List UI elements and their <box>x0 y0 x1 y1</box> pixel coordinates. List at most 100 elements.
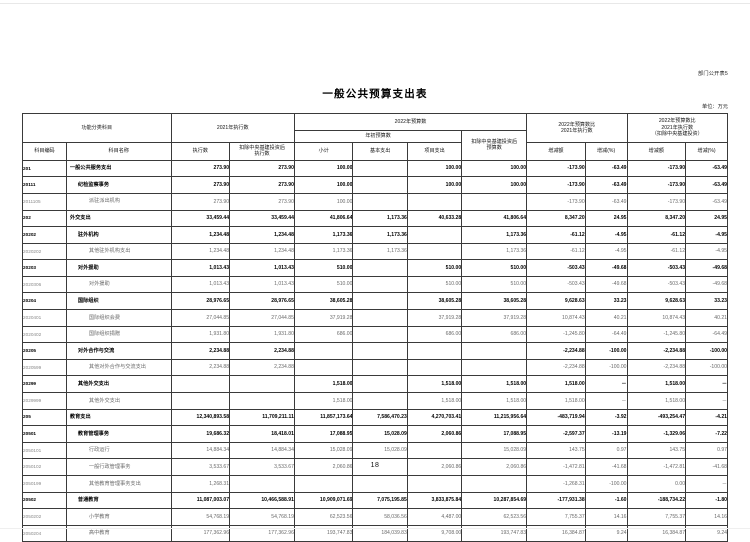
cell-diff1: -61.12 <box>526 226 586 244</box>
cell-diff2: 10,874.43 <box>626 309 687 327</box>
cell-subtotal <box>293 475 354 493</box>
cell-diff1: -173.90 <box>526 176 586 194</box>
cell-project: 4,270,703.41 <box>406 408 463 427</box>
cell-pct1: -63.49 <box>584 176 628 194</box>
cell-budget-excl: 1,518.00 <box>461 392 528 410</box>
cell-actual: 273.90 <box>170 159 231 178</box>
cell-pct2: -63.49 <box>685 176 728 194</box>
cell-project: 40,633.28 <box>406 209 463 228</box>
cell-subject-code: 20204 <box>22 292 67 311</box>
cell-basic <box>352 192 408 211</box>
cell-actual-excl: 11,709,211.11 <box>229 408 295 427</box>
cell-subject-code: 20299 <box>22 375 67 394</box>
cell-actual-excl: 1,013.43 <box>229 275 295 294</box>
cell-actual: 2,234.88 <box>170 358 231 377</box>
cell-actual: 14,884.34 <box>170 441 231 460</box>
cell-diff1: -503.43 <box>526 275 586 294</box>
cell-diff2: 8,347.20 <box>626 209 687 228</box>
cell-subject-code: 20202 <box>22 226 67 244</box>
cell-budget-excl: 686.00 <box>461 325 528 344</box>
table-row: 20204 国际组织 28,976.65 28,976.65 38,605.28 38,6… <box>22 292 728 311</box>
table-row: 20205 对外合作与交流 2,234.88 2,234.88 -2,234.88 -10… <box>22 342 728 360</box>
cell-diff1: -1,245.80 <box>526 325 586 344</box>
cell-diff2: 0.00 <box>626 475 687 493</box>
header-group-row: 功能分类科目 2021年执行数 2022年预算数 2022年预算数比 2021年… <box>22 113 728 143</box>
cell-basic: 1,173.36 <box>352 226 408 244</box>
cell-actual-excl <box>229 475 295 493</box>
cell-diff2: 1,518.00 <box>626 392 687 410</box>
cell-actual: 54,768.19 <box>170 508 231 526</box>
cell-subject-code: 20205 <box>22 342 67 360</box>
cell-diff1: 8,347.20 <box>526 209 586 228</box>
cell-diff1: -173.90 <box>526 192 586 211</box>
cell-budget-excl: 62,523.56 <box>461 508 528 526</box>
cell-budget-excl: 100.00 <box>461 176 528 194</box>
cell-pct1: -3.92 <box>584 408 628 427</box>
cell-project <box>406 475 463 493</box>
cell-pct2: － <box>685 392 728 410</box>
cell-pct2: -49.68 <box>685 259 728 277</box>
cell-subject-name: 其他对外合作与交流支出 <box>65 358 172 377</box>
cell-basic <box>352 292 408 311</box>
cell-budget-excl: 1,518.00 <box>461 375 528 394</box>
cell-subject-name: 其他外交支出 <box>65 392 172 410</box>
cell-basic <box>352 159 408 178</box>
cell-subject-code: 2011105 <box>22 192 67 211</box>
cell-subject-name: 一般公共服务支出 <box>65 159 172 178</box>
cell-pct2: 33.23 <box>685 292 728 311</box>
cell-pct2: 0.97 <box>685 441 728 460</box>
cell-subject-name: 其他教育管理事务支出 <box>65 475 172 493</box>
cell-subject-name: 国际组织捐赠 <box>65 325 172 344</box>
cell-subtotal <box>293 342 354 360</box>
cell-diff2: 9,628.63 <box>626 292 687 311</box>
cell-diff2: 1,518.00 <box>626 375 687 394</box>
cell-subject-code: 20501 <box>22 425 67 443</box>
cell-pct2: -100.00 <box>685 342 728 360</box>
cell-budget-excl: 1,173.36 <box>461 226 528 244</box>
cell-basic: 1,173.36 <box>352 242 408 261</box>
cell-subtotal: 1,173.36 <box>293 242 354 261</box>
cell-subject-name: 行政运行 <box>65 441 172 460</box>
cell-subject-name: 教育管理事务 <box>65 425 172 443</box>
cell-basic: 15,028.09 <box>352 441 408 460</box>
table-row: 2050101 行政运行 14,884.34 14,884.34 15,028.09 15… <box>22 441 728 460</box>
cell-pct1: 33.23 <box>584 292 628 311</box>
cell-diff2: -1,329.06 <box>626 425 687 443</box>
cell-basic <box>352 259 408 277</box>
cell-subtotal: 17,088.95 <box>293 425 354 443</box>
cell-subject-name: 小学教育 <box>65 508 172 526</box>
table-row: 20111 纪检监察事务 273.90 273.90 100.00 100.00 100.0… <box>22 176 728 194</box>
cell-diff2: -2,234.88 <box>626 358 687 377</box>
cell-actual: 19,686.32 <box>170 425 231 443</box>
cell-actual-excl: 1,234.48 <box>229 226 295 244</box>
cell-subtotal: 100.00 <box>293 192 354 211</box>
cell-diff2: -188,734.22 <box>626 491 687 510</box>
cell-budget-excl <box>461 475 528 493</box>
cell-budget-excl: 510.00 <box>461 259 528 277</box>
cell-subtotal: 1,518.00 <box>293 392 354 410</box>
cell-pct1: -13.19 <box>584 425 628 443</box>
cell-pct1: -100.00 <box>584 342 628 360</box>
cell-diff2: 7,755.37 <box>626 508 687 526</box>
cell-basic <box>352 375 408 394</box>
cell-diff1: -2,234.88 <box>526 342 586 360</box>
cell-subtotal: 11,857,173.64 <box>293 408 354 427</box>
cell-actual: 1,013.43 <box>170 259 231 277</box>
cell-actual-excl: 273.90 <box>229 176 295 194</box>
cell-pct1: -100.00 <box>584 475 628 493</box>
cell-diff2: -503.43 <box>626 275 687 294</box>
header-col-basic-expenditure: 基本支出 <box>352 142 408 161</box>
cell-diff1: 10,874.43 <box>526 309 586 327</box>
cell-pct2: -49.68 <box>685 275 728 294</box>
header-2021-actual-group: 2021年执行数 <box>170 113 295 143</box>
header-col-code: 科目编码 <box>22 142 67 161</box>
cell-subtotal: 686.00 <box>293 325 354 344</box>
cell-subtotal: 100.00 <box>293 176 354 194</box>
cell-pct2: -4.95 <box>685 242 728 261</box>
cell-subject-code: 2020306 <box>22 275 67 294</box>
cell-budget-excl <box>461 358 528 377</box>
cell-actual-excl: 2,234.88 <box>229 358 295 377</box>
cell-actual-excl: 14,884.34 <box>229 441 295 460</box>
cell-project: 686.00 <box>406 325 463 344</box>
cell-actual-excl <box>229 392 295 410</box>
